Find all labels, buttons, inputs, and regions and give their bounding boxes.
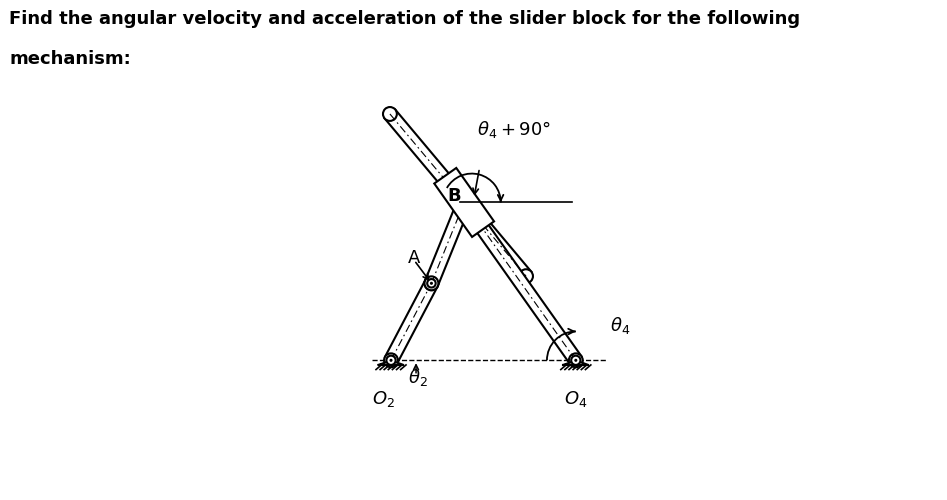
Circle shape (383, 107, 397, 121)
Circle shape (427, 279, 436, 287)
Circle shape (389, 359, 393, 362)
Text: B: B (448, 186, 461, 204)
Polygon shape (435, 168, 494, 237)
Circle shape (569, 354, 582, 367)
Polygon shape (384, 110, 531, 280)
Circle shape (457, 196, 471, 209)
Circle shape (571, 356, 581, 365)
Text: A: A (408, 250, 420, 268)
Circle shape (430, 282, 433, 285)
Circle shape (386, 356, 396, 365)
Circle shape (424, 276, 438, 290)
Polygon shape (458, 198, 581, 364)
Text: $\theta_4$: $\theta_4$ (610, 315, 630, 336)
Polygon shape (379, 360, 403, 365)
Text: $\theta_2$: $\theta_2$ (408, 367, 428, 388)
Polygon shape (425, 200, 471, 286)
Circle shape (457, 196, 471, 209)
Text: $\theta_4 + 90°$: $\theta_4 + 90°$ (477, 119, 551, 140)
Circle shape (384, 354, 398, 367)
Circle shape (519, 270, 533, 283)
Text: mechanism:: mechanism: (9, 50, 132, 68)
Circle shape (424, 276, 438, 290)
Polygon shape (384, 280, 438, 363)
Text: Find the angular velocity and acceleration of the slider block for the following: Find the angular velocity and accelerati… (9, 10, 800, 28)
Polygon shape (563, 360, 588, 365)
Circle shape (574, 359, 578, 362)
Text: $O_2$: $O_2$ (372, 389, 395, 409)
Text: $O_4$: $O_4$ (564, 389, 587, 409)
